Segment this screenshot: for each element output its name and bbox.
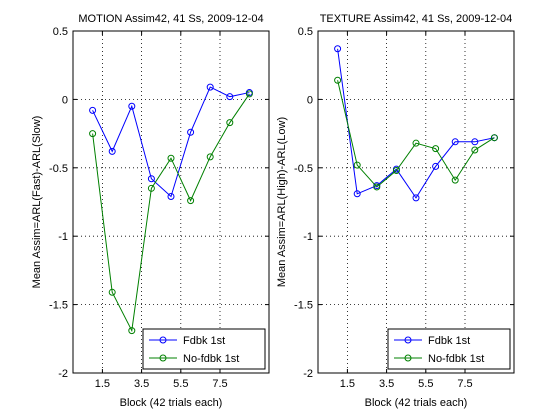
x-axis-label: Block (42 trials each)	[365, 397, 468, 409]
data-point	[334, 76, 342, 84]
data-point	[226, 119, 234, 127]
axes-frame	[317, 30, 515, 374]
data-point	[128, 102, 136, 110]
data-point	[412, 194, 420, 202]
data-point	[187, 128, 195, 136]
chart-title: MOTION Assim42, 41 Ss, 2009-12-04	[78, 13, 263, 25]
data-point	[353, 161, 361, 169]
x-tick-label: 3.5	[134, 378, 149, 390]
data-point	[89, 130, 97, 138]
chart-title: TEXTURE Assim42, 41 Ss, 2009-12-04	[320, 13, 513, 25]
data-point	[147, 184, 155, 192]
chart-panel-1: 1.5 3.5 5.5 7.5 -2 -1.5 -1 -0.5 0 0.5 MOTION Assim…	[31, 13, 270, 409]
data-point	[226, 93, 234, 101]
x-tick-label: 5.5	[418, 378, 433, 390]
series-line	[92, 93, 250, 333]
legend: Fdbk 1st No-fdbk 1st	[387, 328, 511, 370]
y-axis-label: Mean Assim=ARL(Fast)-ARL(Slow)	[31, 116, 43, 289]
y-tick-label: 0	[307, 94, 313, 106]
legend-label: Fdbk 1st	[428, 335, 470, 347]
axes-frame	[72, 30, 270, 374]
legend-marker	[404, 354, 412, 362]
series-line	[92, 86, 250, 198]
data-point	[373, 183, 381, 191]
x-tick-label: 7.5	[457, 378, 472, 390]
y-tick-label: -0.5	[294, 163, 313, 175]
legend-marker	[159, 354, 167, 362]
x-axis-label: Block (42 trials each)	[120, 397, 223, 409]
y-tick-label: -0.5	[49, 163, 68, 175]
plot-area	[318, 31, 514, 373]
data-point	[432, 162, 440, 170]
plot-area	[73, 31, 269, 373]
y-tick-label: -1.5	[49, 300, 68, 312]
series-2	[89, 90, 253, 335]
series-2	[334, 76, 498, 191]
legend-label: No-fdbk 1st	[428, 353, 484, 365]
x-tick-label: 7.5	[212, 378, 227, 390]
data-point	[89, 106, 97, 114]
y-tick-label: -1	[303, 231, 313, 243]
data-point	[432, 145, 440, 153]
data-point	[353, 190, 361, 198]
chart-panel-2: 1.5 3.5 5.5 7.5 -2 -1.5 -1 -0.5 0 0.5 TEXTURE Assi…	[276, 13, 515, 409]
x-tick-label: 1.5	[340, 378, 355, 390]
series-line	[337, 48, 495, 199]
legend-marker	[159, 336, 167, 344]
legend-label: Fdbk 1st	[183, 335, 225, 347]
y-tick-label: -2	[58, 368, 68, 380]
data-point	[206, 83, 214, 91]
data-point	[471, 146, 479, 154]
x-tick-label: 3.5	[379, 378, 394, 390]
data-point	[490, 134, 498, 142]
legend-box	[387, 328, 511, 370]
data-point	[471, 138, 479, 146]
legend-label: No-fdbk 1st	[183, 353, 239, 365]
x-tick-label: 5.5	[173, 378, 188, 390]
y-tick-label: -2	[303, 368, 313, 380]
data-point	[412, 139, 420, 147]
y-tick-label: -1.5	[294, 300, 313, 312]
legend-marker	[404, 336, 412, 344]
legend: Fdbk 1st No-fdbk 1st	[142, 328, 266, 370]
data-point	[334, 45, 342, 53]
data-point	[245, 90, 253, 98]
data-point	[206, 153, 214, 161]
x-tick-label: 1.5	[95, 378, 110, 390]
series-line	[337, 80, 495, 188]
legend-box	[142, 328, 266, 370]
y-tick-label: -1	[58, 231, 68, 243]
data-point	[167, 193, 175, 201]
data-point	[187, 197, 195, 205]
y-tick-label: 0.5	[298, 26, 313, 38]
data-point	[128, 327, 136, 335]
y-axis-label: Mean Assim=ARL(High)-ARL(Low)	[276, 117, 288, 287]
y-tick-label: 0.5	[53, 26, 68, 38]
data-point	[451, 176, 459, 184]
data-point	[167, 154, 175, 162]
data-point	[108, 147, 116, 155]
data-point	[451, 138, 459, 146]
data-point	[392, 167, 400, 175]
y-tick-label: 0	[62, 94, 68, 106]
data-point	[147, 175, 155, 183]
series-1	[89, 83, 253, 201]
data-point	[108, 288, 116, 296]
